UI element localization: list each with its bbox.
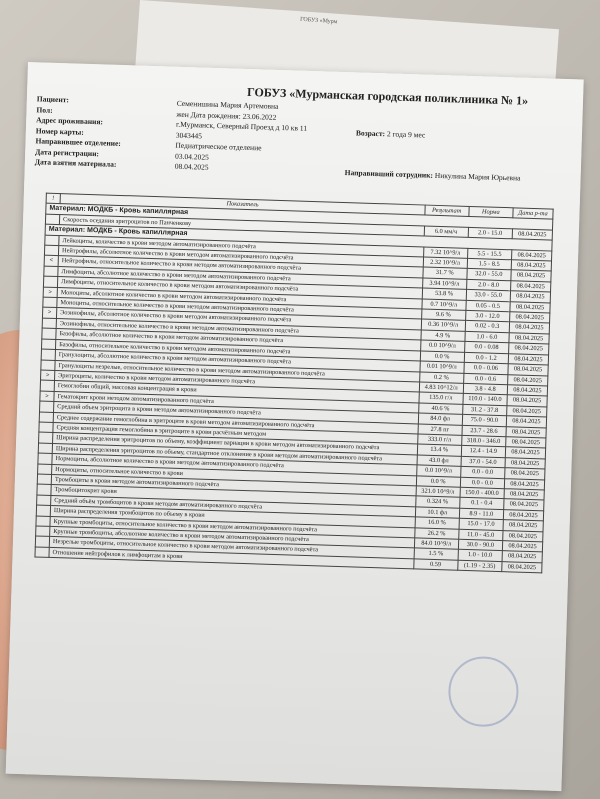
results-table: ! Показатель Результат Норма Дата р-та М… bbox=[34, 193, 554, 574]
row-flag bbox=[43, 265, 59, 277]
row-flag bbox=[42, 297, 58, 308]
row-flag bbox=[41, 328, 57, 340]
row-flag bbox=[40, 380, 55, 392]
row-flag: < bbox=[44, 255, 59, 267]
row-flag bbox=[35, 515, 51, 527]
row-flag bbox=[37, 463, 52, 475]
row-norm: (1.19 - 2.35) bbox=[457, 560, 503, 572]
stamp bbox=[447, 655, 520, 728]
row-flag bbox=[37, 473, 52, 485]
row-flag bbox=[36, 505, 51, 517]
row-flag bbox=[38, 442, 53, 454]
row-date: 08.04.2025 bbox=[501, 561, 543, 574]
row-flag: > bbox=[42, 307, 57, 319]
row-flag bbox=[39, 401, 54, 413]
row-flag: > bbox=[39, 390, 55, 402]
row-flag: > bbox=[40, 369, 55, 381]
row-flag bbox=[41, 338, 56, 350]
patient-info: Пациент: Семенишина Мария Артемовна Пол: ж… bbox=[35, 94, 308, 176]
referring-staff: Направивший сотрудник: Никулина Мария Юр… bbox=[344, 168, 521, 183]
row-flag bbox=[44, 245, 59, 256]
row-result: 0.59 bbox=[413, 558, 458, 571]
row-flag bbox=[44, 234, 60, 246]
col-flag: ! bbox=[46, 193, 61, 204]
row-flag bbox=[35, 536, 50, 548]
row-flag bbox=[35, 525, 50, 537]
lab-report-paper: ГОБУЗ «Мурманская городская поликлиника … bbox=[5, 62, 584, 792]
row-flag bbox=[38, 432, 53, 444]
row-flag bbox=[41, 349, 56, 360]
row-flag bbox=[37, 453, 53, 465]
row-flag bbox=[42, 317, 57, 329]
row-flag bbox=[43, 276, 58, 288]
age: Возраст: 2 года 9 мес bbox=[355, 128, 426, 140]
row-flag bbox=[40, 359, 56, 371]
row-flag: > bbox=[43, 286, 58, 298]
row-flag bbox=[38, 421, 54, 433]
row-flag bbox=[39, 411, 54, 423]
row-flag bbox=[36, 494, 51, 506]
row-flag bbox=[36, 484, 52, 496]
row-flag bbox=[34, 546, 50, 558]
